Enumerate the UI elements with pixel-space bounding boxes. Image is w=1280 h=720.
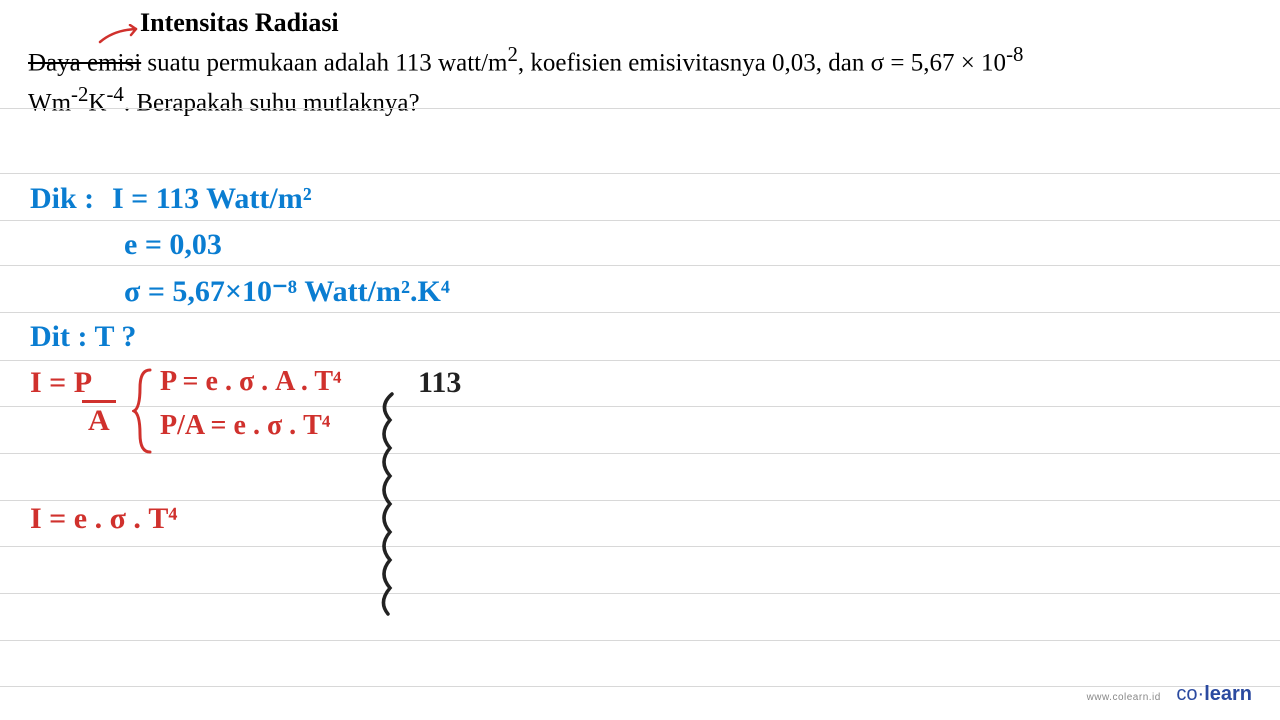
brace-eq-top: P = e . σ . A . T⁴	[160, 366, 341, 398]
rule-line	[0, 108, 1280, 109]
rule-line	[0, 312, 1280, 313]
value-right: 113	[418, 366, 461, 400]
eq-i-equals-p: I = P	[30, 366, 92, 400]
problem-sup1: 2	[508, 42, 518, 66]
problem-sup2: -8	[1006, 42, 1023, 66]
problem-part2: , koefisien emisivitasnya 0,03, dan σ = …	[518, 49, 1006, 76]
brand-part-a: co·	[1176, 683, 1204, 705]
dit-label: Dit : T ?	[30, 320, 136, 354]
rule-line	[0, 173, 1280, 174]
rule-line	[0, 406, 1280, 407]
problem-part1: suatu permukaan adalah 113 watt/m	[141, 49, 507, 76]
curly-brace-icon	[132, 368, 156, 454]
rule-line	[0, 593, 1280, 594]
rule-line	[0, 640, 1280, 641]
page-root: Intensitas Radiasi Daya emisi suatu perm…	[0, 0, 1280, 720]
dik-label: Dik :	[30, 182, 94, 216]
dik-intensity: I = 113 Watt/m²	[112, 182, 312, 216]
eq-divisor-a: A	[88, 404, 110, 438]
strike-text: Daya emisi	[28, 49, 141, 76]
brand-part-b: learn	[1204, 683, 1252, 705]
dik-sigma: σ = 5,67×10⁻⁸ Watt/m².K⁴	[124, 274, 450, 309]
rule-line	[0, 453, 1280, 454]
annotation-label: Intensitas Radiasi	[140, 8, 339, 38]
problem-sup3: -2	[71, 82, 88, 106]
squiggle-separator-icon	[372, 390, 402, 620]
footer-url: www.colearn.id	[1087, 692, 1161, 703]
footer-brand: www.colearn.id co·learn	[1087, 683, 1252, 706]
eq-final: I = e . σ . T⁴	[30, 502, 177, 536]
rule-line	[0, 500, 1280, 501]
rule-line	[0, 546, 1280, 547]
rule-line	[0, 220, 1280, 221]
rule-line	[0, 265, 1280, 266]
fraction-bar	[82, 400, 116, 403]
problem-sup4: -4	[106, 82, 123, 106]
dik-emissivity: e = 0,03	[124, 228, 222, 262]
rule-line	[0, 360, 1280, 361]
brace-eq-bottom: P/A = e . σ . T⁴	[160, 410, 330, 442]
